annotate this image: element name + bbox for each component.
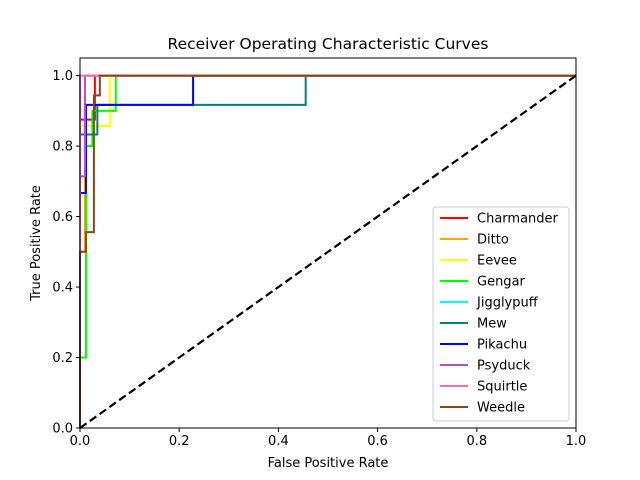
plot-frame [79, 57, 577, 429]
legend-label-gengar: Gengar [477, 275, 526, 290]
legend-label-weedle: Weedle [477, 401, 525, 416]
legend-label-psyduck: Psyduck [477, 359, 531, 374]
y-tick-label: 0.0 [52, 422, 73, 437]
x-tick-label: 0.4 [268, 434, 289, 449]
legend: Charmander Ditto Eevee Gengar Jigglypuff Mew P… [432, 206, 570, 422]
x-tick-label: 0.0 [70, 434, 91, 449]
y-axis-label: True Positive Rate [29, 185, 44, 302]
x-tick-label: 1.0 [566, 434, 587, 449]
legend-label-jigglypuff: Jigglypuff [476, 296, 539, 311]
y-tick-label: 0.4 [52, 281, 73, 296]
legend-label-pikachu: Pikachu [477, 338, 527, 353]
reference-diagonal-line [79, 74, 577, 429]
y-tick-label: 0.6 [52, 210, 73, 225]
legend-label-ditto: Ditto [477, 233, 509, 248]
roc-curve-gengar [79, 74, 576, 428]
y-tick-label: 1.0 [52, 69, 73, 84]
roc-curve-weedle [79, 74, 576, 428]
legend-items: Charmander Ditto Eevee Gengar Jigglypuff Mew P… [440, 212, 559, 416]
legend-label-charmander: Charmander [477, 212, 559, 227]
y-axis-ticks: 0.0 0.2 0.4 0.6 0.8 1.0 [52, 69, 80, 437]
y-tick-label: 0.8 [52, 140, 73, 155]
x-tick-label: 0.6 [367, 434, 388, 449]
legend-label-mew: Mew [477, 317, 507, 332]
x-axis-ticks: 0.0 0.2 0.4 0.6 0.8 1.0 [70, 428, 587, 449]
x-tick-label: 0.2 [169, 434, 190, 449]
legend-label-squirtle: Squirtle [477, 380, 527, 395]
plot-area [79, 57, 577, 429]
legend-label-eevee: Eevee [477, 254, 517, 269]
y-tick-label: 0.2 [52, 351, 73, 366]
x-axis-label: False Positive Rate [268, 456, 389, 471]
reference-diagonal [79, 74, 577, 429]
x-tick-label: 0.8 [466, 434, 487, 449]
chart-title: Receiver Operating Characteristic Curves [168, 35, 489, 53]
